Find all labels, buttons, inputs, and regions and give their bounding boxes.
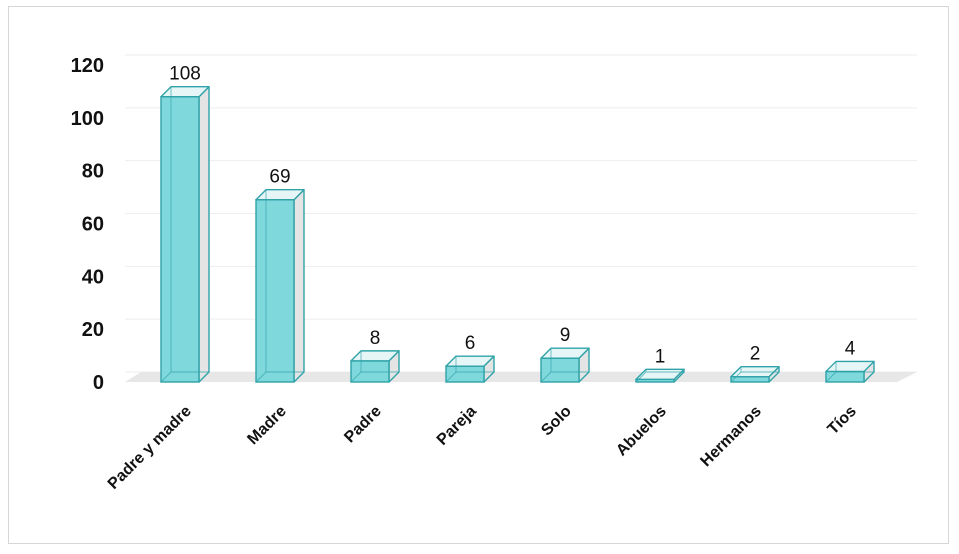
bar-depth-edge xyxy=(635,371,647,383)
gridlines xyxy=(125,54,917,373)
y-tick-label: 20 xyxy=(82,319,104,341)
bar xyxy=(540,347,590,383)
bar-depth-edge xyxy=(255,371,267,383)
data-label: 8 xyxy=(370,328,381,349)
bar-depth-edge xyxy=(160,371,172,383)
data-label: 9 xyxy=(560,325,571,346)
bar-depth-edge xyxy=(825,371,837,383)
bar xyxy=(635,368,685,383)
bar-depth-edge xyxy=(350,371,362,383)
bar xyxy=(255,189,305,383)
bar-front xyxy=(540,357,580,383)
y-tick-label: 120 xyxy=(71,55,104,77)
chart-frame: 0 20 40 60 80 100 120 108 69 8 6 9 1 2 4 Padre y madr… xyxy=(8,6,949,544)
y-tick-label: 40 xyxy=(82,266,104,288)
bar-front xyxy=(730,376,770,383)
bar-top xyxy=(160,85,210,98)
bar xyxy=(730,366,780,383)
x-tick-label: Madre xyxy=(244,403,289,448)
y-axis: 0 20 40 60 80 100 120 xyxy=(71,55,104,394)
bar-front xyxy=(255,199,295,383)
data-label: 108 xyxy=(169,64,201,85)
x-tick-label: Padre xyxy=(341,403,385,447)
bar-top xyxy=(825,360,875,373)
data-label: 2 xyxy=(750,344,761,365)
chart-floor xyxy=(125,372,917,382)
bar-depth-edge xyxy=(540,371,552,383)
x-tick-label: Tíos xyxy=(825,403,860,438)
y-tick-label: 0 xyxy=(93,372,104,394)
bar-top xyxy=(255,189,305,201)
data-label: 6 xyxy=(465,333,476,354)
bar xyxy=(445,355,495,383)
x-axis: Padre y madre Madre Padre Pareja Solo Abuelos… xyxy=(105,403,860,493)
bar-front xyxy=(160,95,200,383)
data-label: 69 xyxy=(269,167,290,188)
bar-side xyxy=(293,189,305,383)
data-label: 4 xyxy=(845,338,856,359)
bar-front xyxy=(445,365,485,383)
bar xyxy=(350,350,400,383)
bar xyxy=(160,85,210,383)
y-tick-label: 100 xyxy=(71,108,104,130)
floor-plane xyxy=(125,372,917,382)
x-tick-label: Padre y madre xyxy=(105,403,195,493)
data-label: 1 xyxy=(655,346,666,367)
x-tick-label: Solo xyxy=(538,403,575,440)
bar-front xyxy=(350,360,390,383)
y-tick-label: 60 xyxy=(82,214,104,236)
bar-depth-edge xyxy=(730,371,742,383)
x-tick-label: Abuelos xyxy=(613,403,670,460)
bar-top xyxy=(540,347,590,359)
bar-top xyxy=(350,350,400,362)
y-tick-label: 80 xyxy=(82,161,104,183)
bar-top xyxy=(445,355,495,367)
x-tick-label: Pareja xyxy=(434,403,480,449)
bars xyxy=(160,85,875,383)
bar xyxy=(825,360,875,383)
x-tick-label: Hermanos xyxy=(697,403,764,470)
bar-depth-edge xyxy=(445,371,457,383)
bar-side xyxy=(198,85,210,383)
